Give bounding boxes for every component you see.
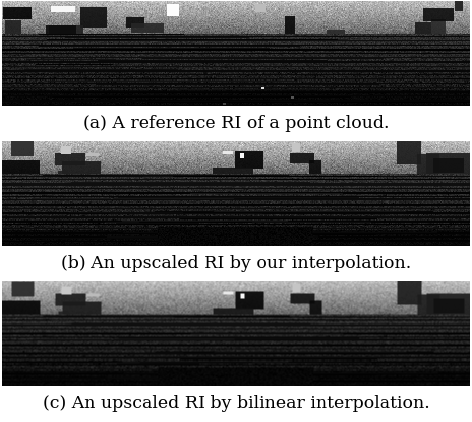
Text: (b) An upscaled RI by our interpolation.: (b) An upscaled RI by our interpolation. [61, 255, 411, 272]
Text: (c) An upscaled RI by bilinear interpolation.: (c) An upscaled RI by bilinear interpola… [42, 395, 430, 412]
Text: (a) A reference RI of a point cloud.: (a) A reference RI of a point cloud. [83, 115, 389, 132]
